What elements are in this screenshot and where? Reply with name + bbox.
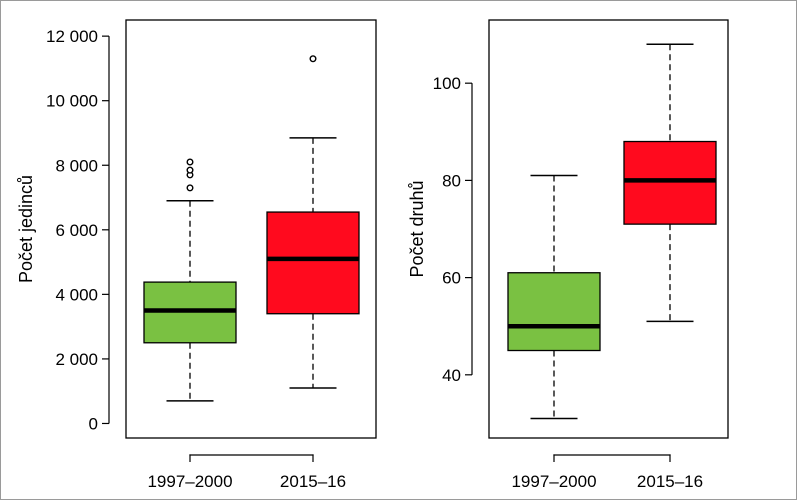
box-iqr [507, 272, 601, 352]
outlier-point [186, 166, 194, 174]
outlier-point [186, 184, 194, 192]
box-iqr [623, 140, 717, 225]
y-tick-label: 10 000 [46, 92, 98, 111]
plot-frame [125, 19, 377, 439]
x-tick-label: 2015–16 [280, 472, 346, 491]
x-tick-label: 2015–16 [637, 472, 703, 491]
y-tick-label: 4 000 [55, 285, 98, 304]
plot-frame [488, 19, 729, 439]
y-tick-label: 100 [433, 74, 461, 93]
x-tick-label: 1997–2000 [511, 472, 596, 491]
outlier-point [186, 158, 194, 166]
y-tick-label: 2 000 [55, 350, 98, 369]
y-axis-title: Počet jedinců [16, 175, 36, 283]
left-panel: 0 2 000 4 000 6 000 8 000 10 000 12 000 Počet j… [16, 19, 377, 491]
y-tick-label: 0 [89, 414, 98, 433]
y-tick-label: 8 000 [55, 156, 98, 175]
x-tick-label: 1997–2000 [147, 472, 232, 491]
y-axis-title: Počet druhů [407, 180, 427, 277]
y-tick-label: 6 000 [55, 221, 98, 240]
y-tick-label: 40 [442, 366, 461, 385]
box-iqr [266, 211, 360, 315]
y-tick-label: 60 [442, 269, 461, 288]
y-tick-label: 80 [442, 171, 461, 190]
y-tick-label: 12 000 [46, 27, 98, 46]
right-panel: 40 60 80 100 Počet druhů 1997–2000 2015–16 [407, 19, 729, 491]
outlier-point [309, 55, 317, 63]
